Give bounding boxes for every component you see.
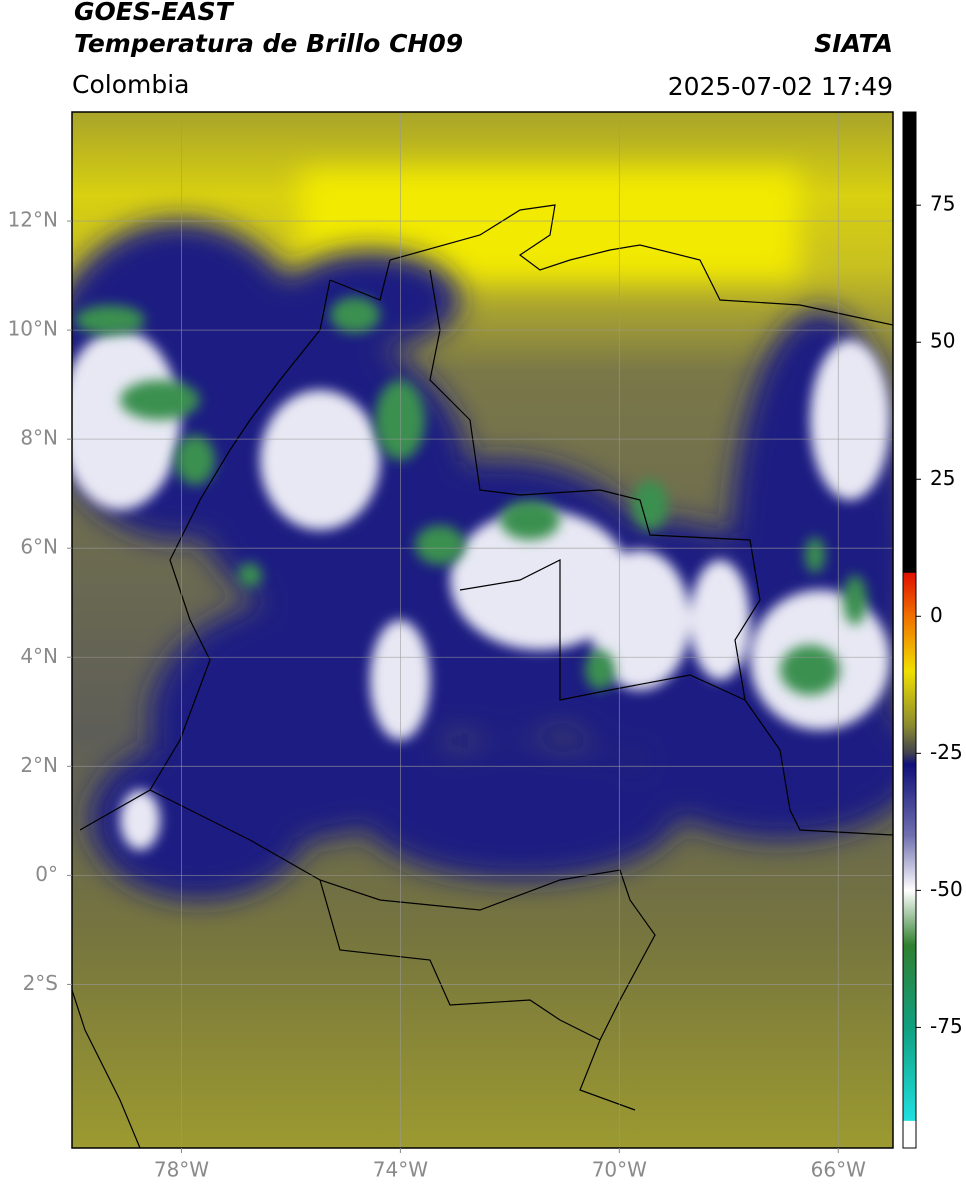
map-image — [72, 112, 893, 1148]
lon-tick-label: 66°W — [811, 1158, 866, 1182]
lon-tick-label: 78°W — [154, 1158, 209, 1182]
grid — [72, 112, 893, 1148]
colorbar-tick-label: 0 — [930, 603, 943, 627]
colorbar-tick-label: -50 — [930, 877, 963, 901]
lat-tick-label: 4°N — [20, 644, 58, 668]
lat-tick-label: 8°N — [20, 426, 58, 450]
colorbar-tick-label: -25 — [930, 740, 963, 764]
colorbar-tick-label: 25 — [930, 466, 955, 490]
lat-tick-label: 10°N — [8, 317, 58, 341]
lat-tick-label: 2°S — [23, 971, 58, 995]
subtitle: Temperatura de Brillo CH09 — [74, 29, 463, 58]
colorbar-tick-label: 50 — [930, 329, 955, 353]
lat-tick-label: 0° — [35, 862, 58, 886]
datetime: 2025-07-02 17:49 — [668, 72, 893, 101]
source: SIATA — [814, 29, 893, 58]
lon-tick-label: 74°W — [373, 1158, 428, 1182]
lat-tick-label: 2°N — [20, 753, 58, 777]
lat-tick-label: 12°N — [8, 208, 58, 232]
colorbar-tick-label: 75 — [930, 192, 955, 216]
lat-tick-label: 6°N — [20, 535, 58, 559]
map-frame — [71, 111, 894, 1149]
title: GOES-EAST — [74, 0, 235, 26]
lon-tick-label: 70°W — [592, 1158, 647, 1182]
region: Colombia — [72, 70, 189, 99]
colorbar-tick-label: -75 — [930, 1014, 963, 1038]
colorbar — [902, 111, 917, 1149]
